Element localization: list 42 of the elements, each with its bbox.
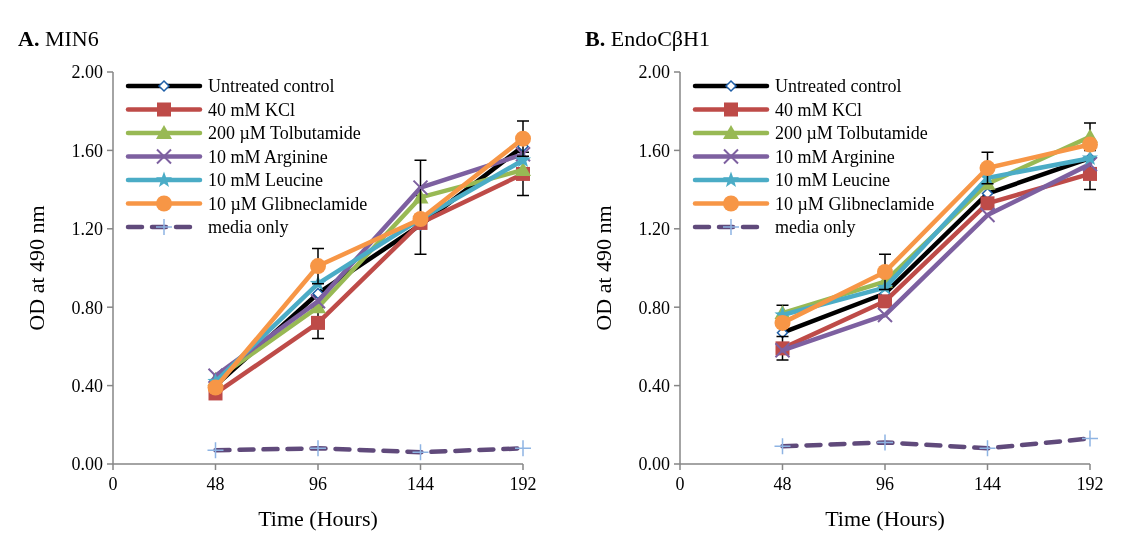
legend-label: media only [208,217,289,238]
y-axis-title: OD at 490 nm [24,205,49,331]
x-tick-label: 48 [773,474,792,494]
x-tick-label: 144 [974,474,1001,494]
y-tick-label: 0.00 [638,454,670,475]
y-tick-label: 1.20 [638,219,670,240]
x-tick-label: 192 [1076,474,1104,494]
y-tick-label: 0.40 [638,375,670,396]
legend-label: 10 mM Leucine [775,170,890,191]
y-tick-label: 2.00 [71,62,103,83]
y-tick-label: 0.80 [71,297,103,318]
legend-label: 40 mM KCl [208,99,296,120]
x-tick-label: 144 [407,474,434,494]
chart-title: A. MIN6 [18,26,99,51]
x-axis-title: Time (Hours) [825,506,945,531]
y-tick-label: 0.00 [71,454,103,475]
legend-label: 10 mM Arginine [775,146,895,167]
x-axis-title: Time (Hours) [258,506,378,531]
legend-label: 10 µM Glibneclamide [775,193,935,214]
x-tick-label: 0 [675,474,685,494]
y-tick-label: 1.60 [71,140,103,161]
legend-label: 40 mM KCl [775,99,863,120]
chart-title: B. EndoCβH1 [585,26,710,51]
y-tick-label: 1.20 [71,219,103,240]
y-tick-label: 0.80 [638,297,670,318]
x-tick-label: 48 [206,474,225,494]
y-axis-title: OD at 490 nm [591,205,616,331]
x-tick-label: 96 [876,474,894,494]
legend-label: 10 mM Arginine [208,146,328,167]
legend-label: Untreated control [775,76,902,97]
legend-label: Untreated control [208,76,335,97]
legend-label: media only [775,217,856,238]
legend-label: 10 mM Leucine [208,170,323,191]
x-tick-label: 192 [509,474,537,494]
legend-label: 10 µM Glibneclamide [208,193,368,214]
legend-label: 200 µM Tolbutamide [208,123,361,144]
x-tick-label: 0 [108,474,118,494]
y-tick-label: 1.60 [638,140,670,161]
y-tick-label: 0.40 [71,375,103,396]
x-tick-label: 96 [309,474,327,494]
y-tick-label: 2.00 [638,62,670,83]
legend-label: 200 µM Tolbutamide [775,123,928,144]
